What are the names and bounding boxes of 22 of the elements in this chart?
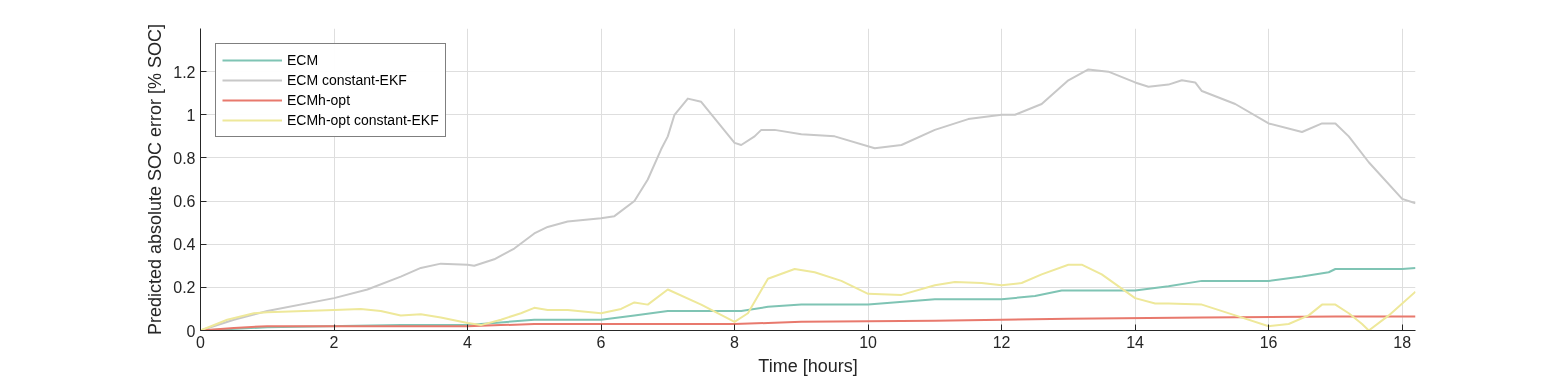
- x-tick-label: 4: [463, 333, 473, 351]
- x-tick-label: 2: [329, 333, 339, 351]
- y-tick-label: 0.6: [173, 193, 196, 211]
- y-tick-label: 0: [186, 322, 196, 340]
- x-tick-label: 12: [992, 333, 1011, 351]
- legend-label: ECM: [287, 51, 319, 69]
- x-tick-label: 14: [1126, 333, 1145, 351]
- y-tick-label: 0.8: [173, 149, 196, 167]
- y-axis-title: Predicted absolute SOC error [% SOC]: [145, 23, 166, 336]
- y-tick-label: 1: [186, 106, 196, 124]
- x-tick-label: 10: [859, 333, 878, 351]
- x-tick-label: 16: [1259, 333, 1278, 351]
- x-tick-label: 18: [1393, 333, 1412, 351]
- legend-label: ECMh-opt constant-EKF: [287, 111, 439, 129]
- y-tick-label: 0.4: [173, 236, 196, 254]
- y-tick-label: 1.2: [173, 63, 196, 81]
- x-tick-label: 8: [730, 333, 740, 351]
- legend-label: ECM constant-EKF: [287, 71, 407, 89]
- x-tick-label: 6: [596, 333, 606, 351]
- x-axis-title: Time [hours]: [758, 355, 858, 376]
- legend-label: ECMh-opt: [287, 91, 351, 109]
- y-tick-label: 0.2: [173, 279, 196, 297]
